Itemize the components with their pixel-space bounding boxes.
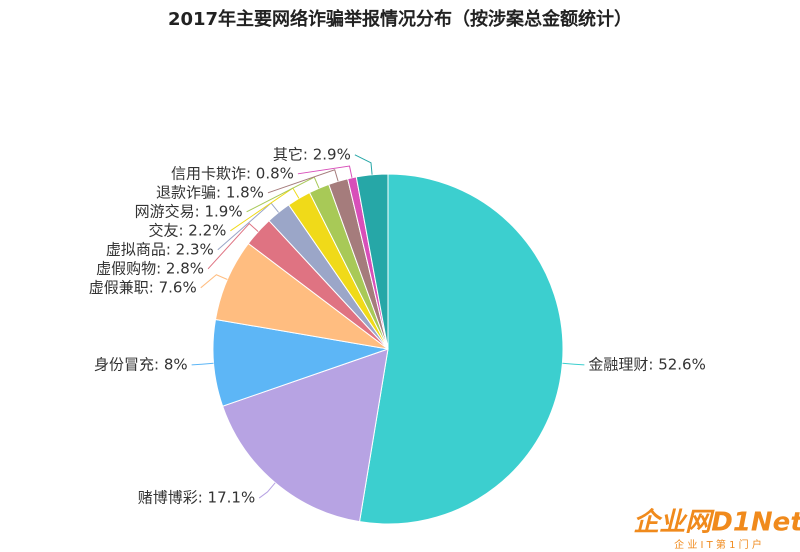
data-label: 交友: 2.2% bbox=[148, 221, 226, 239]
watermark-subtitle: 企 业 I T 第 1 门 户 bbox=[674, 538, 762, 551]
leader-line bbox=[267, 169, 339, 194]
data-label: 信用卡欺诈: 0.8% bbox=[171, 164, 294, 182]
data-label: 退款诈骗: 1.8% bbox=[156, 183, 264, 201]
leader-line bbox=[258, 482, 276, 499]
leader-line bbox=[207, 222, 259, 270]
data-label: 虚假兼职: 7.6% bbox=[89, 278, 197, 296]
data-label: 网游交易: 1.9% bbox=[135, 202, 243, 220]
data-label: 虚拟商品: 2.3% bbox=[106, 240, 214, 258]
data-label: 虚假购物: 2.8% bbox=[96, 259, 204, 277]
data-label: 其它: 2.9% bbox=[273, 145, 351, 163]
leader-line bbox=[297, 165, 353, 178]
leader-line bbox=[191, 362, 214, 366]
leader-line bbox=[354, 154, 373, 175]
watermark: 企业网D1Net bbox=[633, 508, 800, 538]
data-label: 身份冒充: 8% bbox=[94, 355, 188, 373]
leader-line bbox=[562, 362, 585, 366]
chart-title: 2017年主要网络诈骗举报情况分布（按涉案总金额统计） bbox=[168, 8, 632, 30]
pie-slice bbox=[358, 173, 564, 525]
data-label: 金融理财: 52.6% bbox=[588, 355, 705, 373]
leader-line bbox=[200, 274, 228, 289]
data-label: 赌博博彩: 17.1% bbox=[138, 489, 255, 507]
